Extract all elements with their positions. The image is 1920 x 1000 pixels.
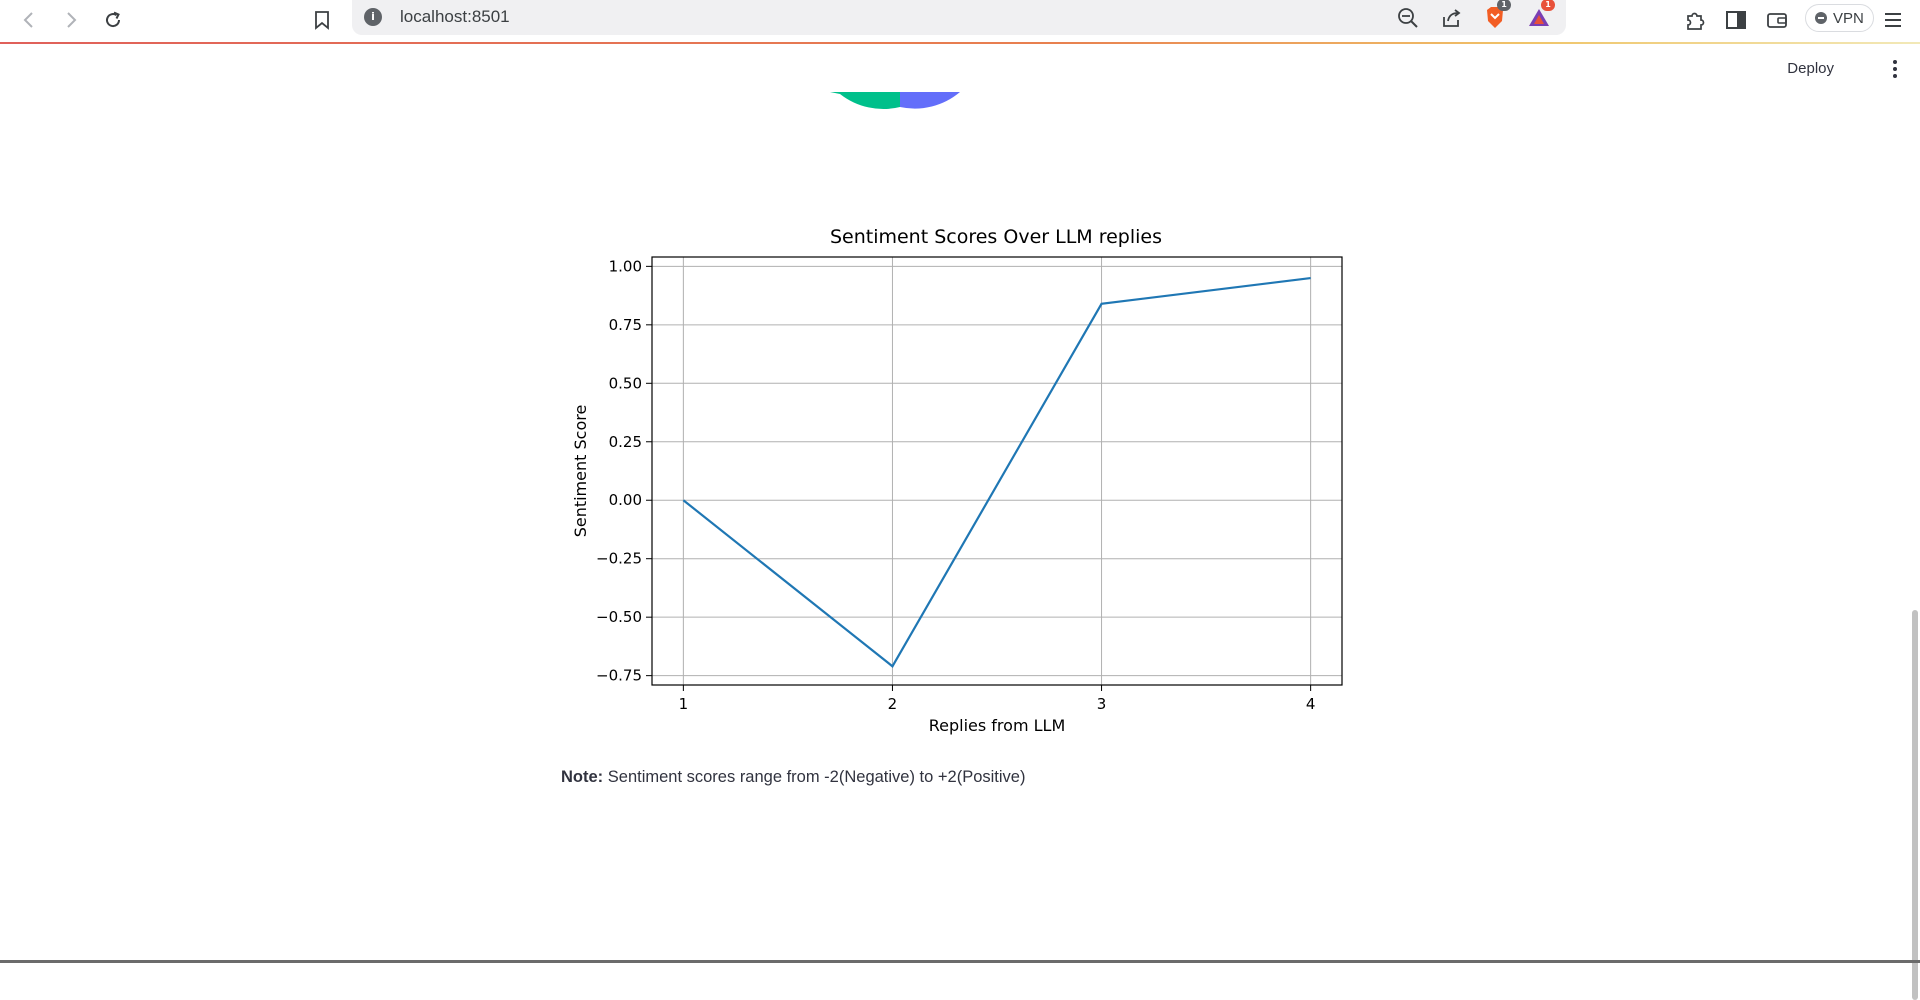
scrollbar-thumb[interactable]: [1912, 610, 1918, 1000]
note-body: Sentiment scores range from -2(Negative)…: [603, 768, 1026, 786]
sentiment-line-chart: Sentiment Scores Over LLM replies 1 2 3 4 1.…: [571, 226, 1343, 735]
browser-toolbar: i localhost:8501 1 1 VPN: [0, 0, 1920, 42]
share-icon[interactable]: [1435, 3, 1467, 33]
y-tick-label: 0.25: [609, 433, 642, 451]
x-tick-label: 4: [1306, 695, 1316, 713]
extensions-icon: [1687, 12, 1705, 30]
deploy-button[interactable]: Deploy: [1781, 56, 1840, 81]
vpn-button[interactable]: VPN: [1805, 4, 1874, 32]
window-bottom-border: [0, 960, 1920, 963]
x-tick-label: 1: [679, 695, 689, 713]
page-scrollbar[interactable]: [1910, 44, 1920, 1000]
sidebar-icon: [1726, 11, 1746, 29]
y-tick-label: −0.50: [596, 608, 642, 626]
plot-frame: [651, 256, 1343, 686]
x-axis-label: Replies from LLM: [929, 716, 1066, 735]
x-tick-label: 2: [888, 695, 898, 713]
vpn-icon: [1815, 12, 1827, 24]
note-text: Note: Sentiment scores range from -2(Neg…: [561, 768, 1025, 787]
kebab-dot: [1893, 74, 1897, 78]
loading-progress-bar: [0, 42, 1920, 44]
note-label: Note:: [561, 768, 604, 786]
bookmark-button[interactable]: [305, 3, 339, 37]
wallet-button[interactable]: [1760, 3, 1794, 37]
x-tick-label: 3: [1097, 695, 1107, 713]
reload-button[interactable]: [96, 3, 130, 37]
brave-shields-icon[interactable]: 1: [1479, 0, 1511, 33]
vpn-label: VPN: [1833, 9, 1864, 27]
rewards-badge: 1: [1541, 0, 1555, 11]
y-tick-label: 1.00: [609, 257, 642, 275]
extensions-button[interactable]: [1678, 3, 1712, 37]
site-info-icon[interactable]: i: [364, 8, 382, 26]
menu-icon: [1885, 13, 1901, 27]
y-tick-label: −0.75: [596, 667, 642, 685]
browser-menu-button[interactable]: [1876, 3, 1910, 37]
y-tick-label: 0.75: [609, 316, 642, 334]
sidebar-button[interactable]: [1719, 3, 1753, 37]
pie-slice: [830, 92, 900, 110]
chart-title: Sentiment Scores Over LLM replies: [830, 226, 1162, 248]
wallet-icon: [1767, 13, 1787, 28]
brave-rewards-icon[interactable]: 1: [1523, 0, 1555, 33]
reload-icon: [106, 11, 121, 28]
forward-button[interactable]: [54, 3, 88, 37]
back-button[interactable]: [12, 3, 46, 37]
y-tick-label: 0.50: [609, 374, 642, 392]
shields-badge: 1: [1497, 0, 1511, 11]
y-tick-label: 0.00: [609, 491, 642, 509]
series-line: [682, 276, 1311, 668]
bookmark-icon: [315, 11, 329, 30]
app-header: Deploy: [0, 44, 1920, 96]
kebab-dot: [1893, 60, 1897, 64]
forward-icon: [67, 12, 77, 28]
url-text[interactable]: localhost:8501: [400, 7, 510, 26]
kebab-dot: [1893, 67, 1897, 71]
back-icon: [23, 12, 33, 28]
main-menu-button[interactable]: [1884, 56, 1906, 82]
y-axis-label: Sentiment Score: [571, 405, 590, 538]
address-bar[interactable]: i localhost:8501 1 1: [352, 0, 1566, 35]
pie-slice: [900, 92, 960, 109]
zoom-out-icon[interactable]: [1392, 3, 1424, 33]
pie-chart-fragment: [830, 92, 960, 110]
y-tick-label: −0.25: [596, 550, 642, 568]
